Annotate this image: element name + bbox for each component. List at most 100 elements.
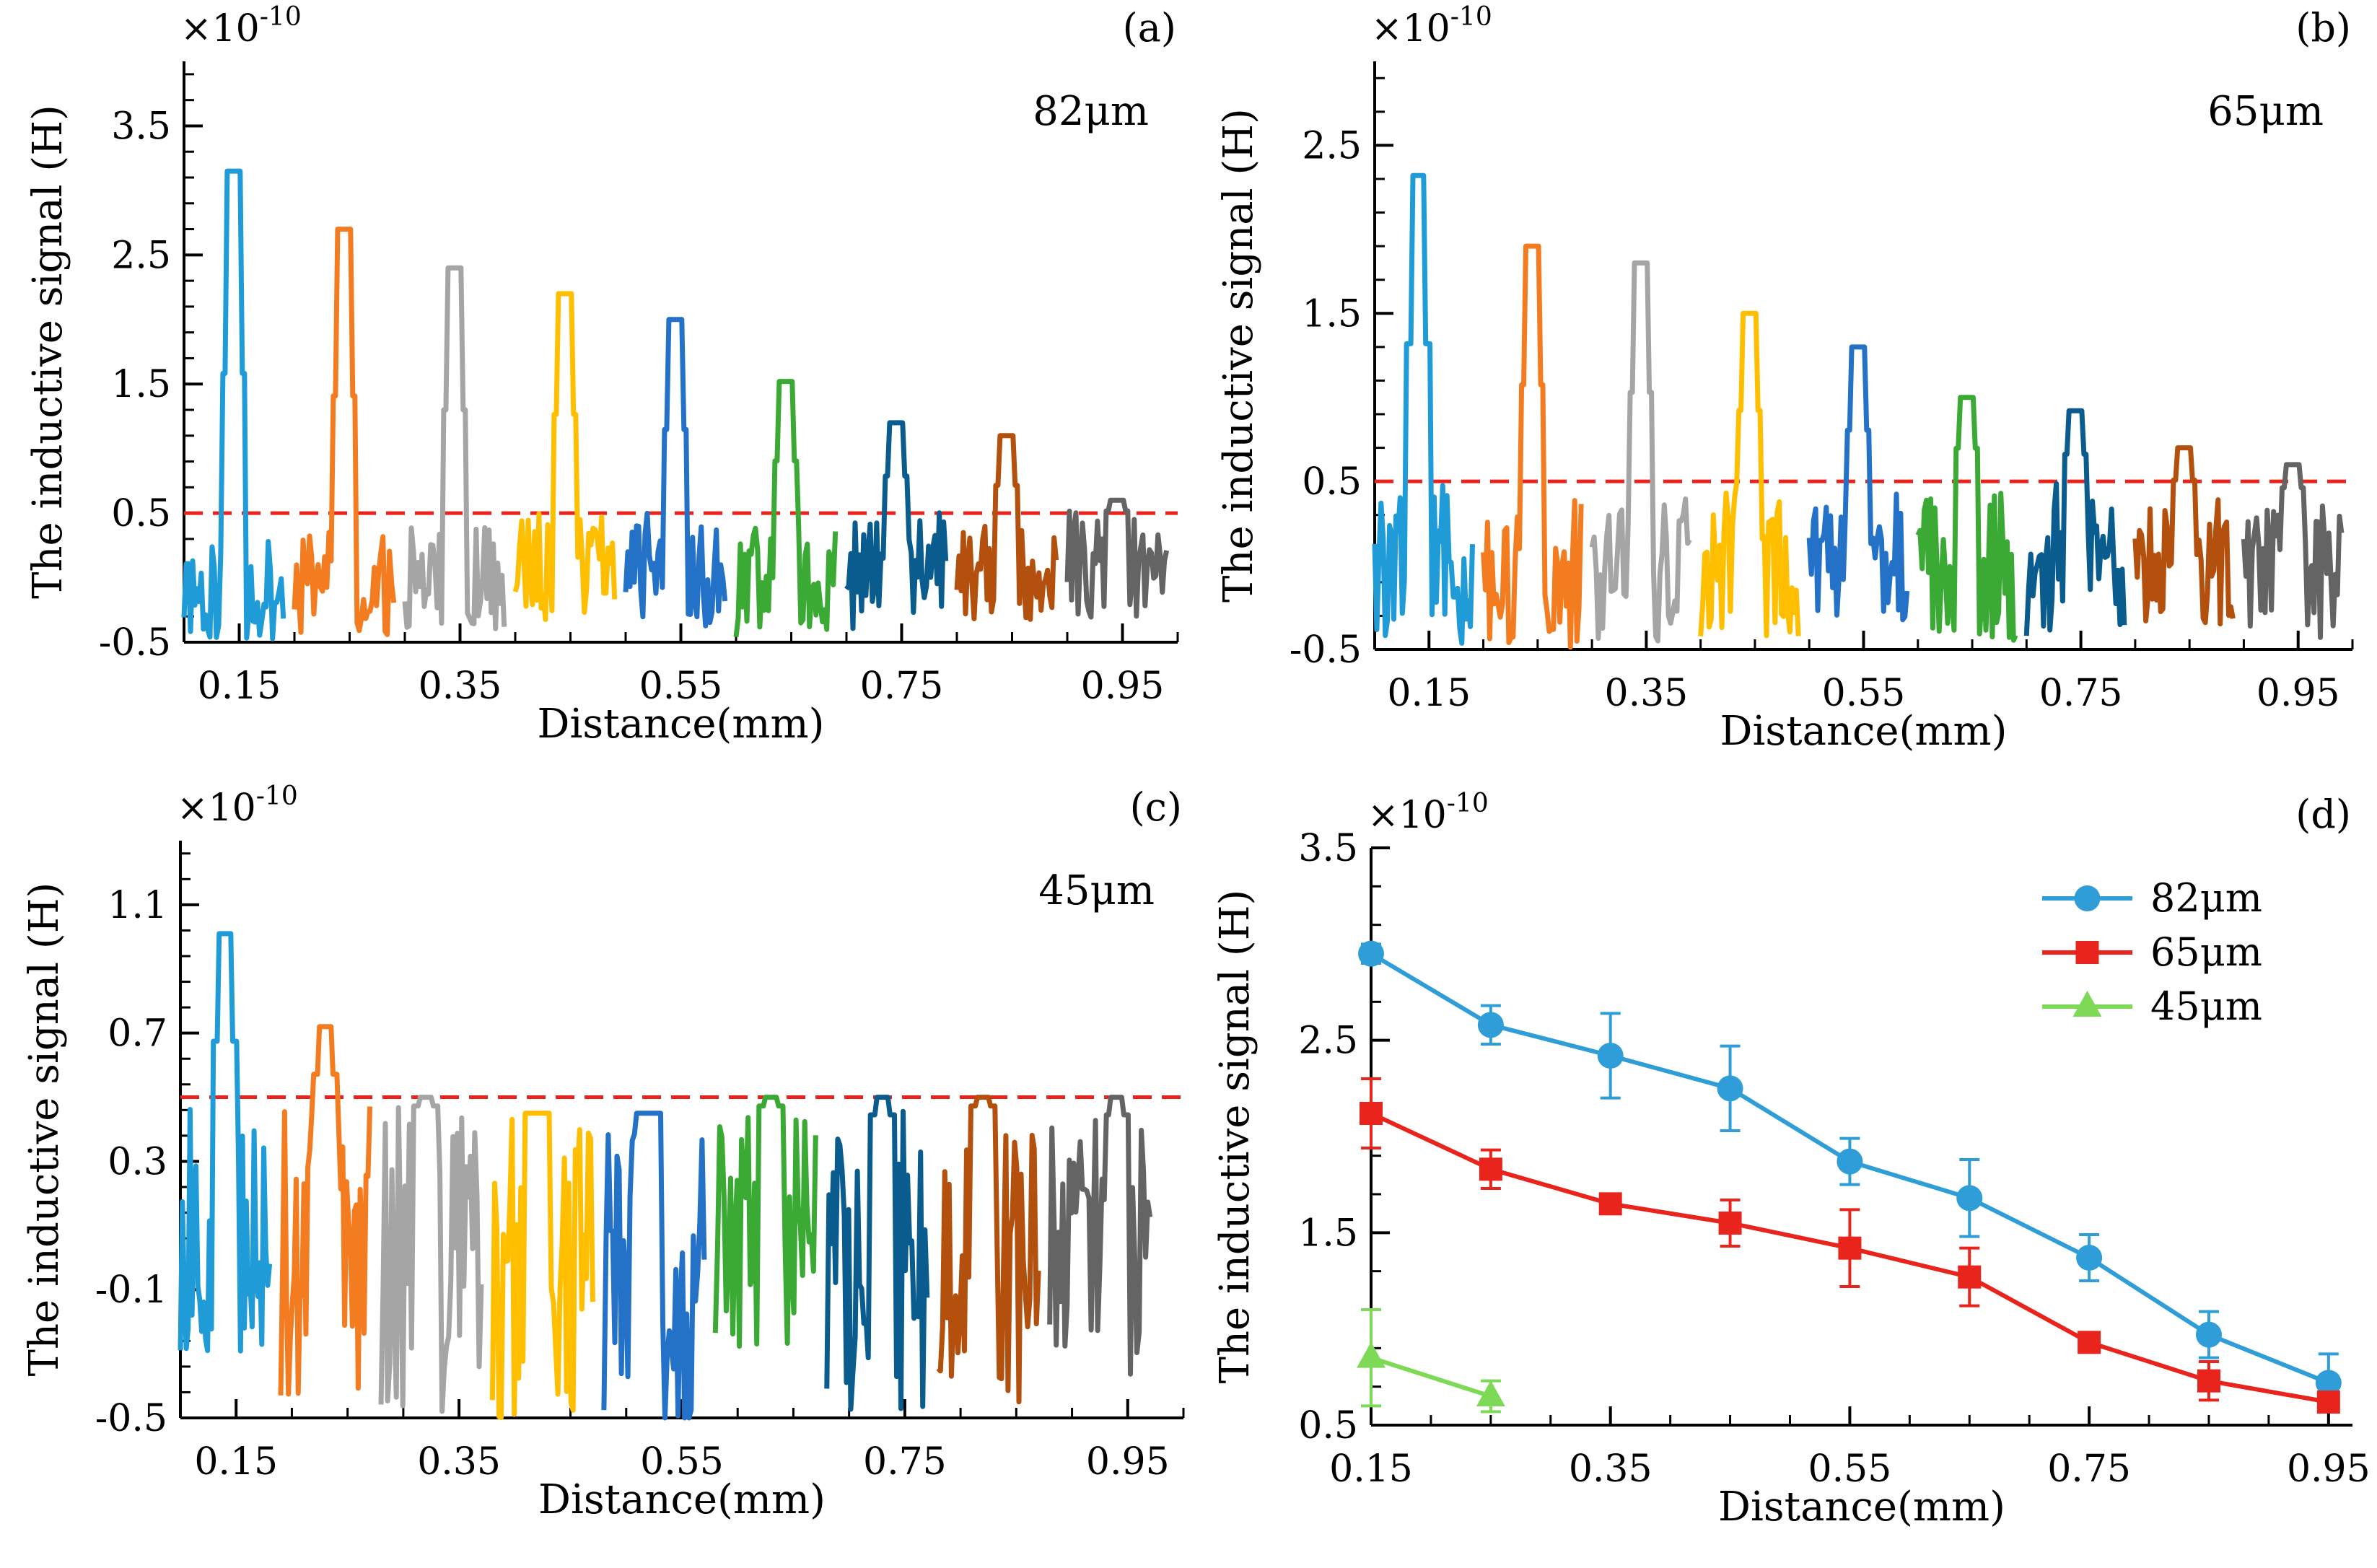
panel-label: (d) — [2295, 792, 2351, 837]
data-point — [2316, 1390, 2340, 1414]
signal-series-0.25 — [278, 1024, 373, 1397]
signal-series-0.55 — [1806, 344, 1910, 623]
x-tick-label: 0.95 — [1086, 1440, 1170, 1484]
multiplier-base: ×10 — [177, 787, 256, 830]
signal-series-0.35 — [1589, 260, 1692, 644]
y-tick-label: 1.1 — [108, 884, 167, 927]
signal-series-0.95 — [2241, 462, 2345, 640]
signal-series-0.15 — [181, 168, 286, 641]
x-tick-label: 0.95 — [2256, 672, 2340, 715]
y-tick-label: -0.5 — [99, 621, 171, 665]
series-line — [1370, 1355, 1492, 1398]
x-tick-label: 0.75 — [863, 1440, 947, 1484]
chart-panel-4: 0.15 0.35 0.55 0.75 0.95 0.5 1.5 2.5 3.5 Distance… — [1212, 789, 2371, 1530]
signal-series-0.25 — [292, 227, 397, 637]
data-point — [2315, 1370, 2342, 1396]
signal-series-0.15 — [178, 931, 273, 1354]
multiplier-base: ×10 — [1367, 794, 1447, 837]
y-tick-label: 2.5 — [1298, 1020, 1358, 1063]
y-tick-label: 1.5 — [1298, 1212, 1358, 1255]
signal-series-0.45 — [1698, 310, 1801, 639]
data-point — [1358, 940, 1384, 967]
y-tick-label: -0.5 — [95, 1397, 167, 1440]
legend-label: 65μm — [2150, 929, 2262, 975]
x-tick-label: 0.15 — [1387, 672, 1471, 715]
multiplier-exponent: -10 — [260, 2, 302, 32]
chart-panel-1: 0.15 0.35 0.55 0.75 0.95 -0.5 0.5 1.5 2.5 3.5 Dist… — [25, 2, 1179, 748]
y-tick-label: 2.5 — [111, 234, 171, 277]
multiplier-exponent: -10 — [1450, 2, 1492, 32]
data-point — [1838, 1236, 1862, 1260]
chart-panel-3: 0.15 0.35 0.55 0.75 0.95 -0.5 -0.1 0.3 0.7 1.1 Dis… — [21, 781, 1185, 1523]
data-point — [2195, 1321, 2222, 1348]
axis-multiplier: ×10-10 — [1371, 2, 1492, 51]
signal-series-0.75 — [824, 1095, 930, 1412]
signal-series-0.35 — [402, 265, 507, 631]
data-point — [1357, 1341, 1386, 1368]
panel-label: (a) — [1123, 5, 1176, 51]
y-tick-label: 1.5 — [111, 363, 171, 406]
legend-marker — [2075, 941, 2099, 964]
x-tick-label: 0.35 — [1604, 672, 1688, 715]
signal-series-0.45 — [512, 291, 618, 622]
legend-label: 45μm — [2150, 984, 2262, 1029]
signal-series-0.65 — [712, 1095, 818, 1349]
x-tick-label: 0.75 — [2047, 1447, 2131, 1491]
data-point — [1477, 1012, 1504, 1038]
series-45μm — [1357, 1308, 1505, 1414]
y-tick-label: 3.5 — [111, 105, 171, 148]
data-point — [1597, 1043, 1624, 1069]
x-axis-label: Distance(mm) — [1720, 708, 2008, 755]
signal-series-0.65 — [733, 379, 839, 638]
x-tick-label: 0.55 — [1808, 1447, 1892, 1491]
signal-series-0.25 — [1481, 243, 1584, 650]
signal-series-0.85 — [2132, 445, 2236, 627]
data-point — [1717, 1075, 1743, 1102]
legend-entry: 65μm — [2042, 929, 2262, 975]
x-tick-label: 0.75 — [860, 665, 944, 708]
y-tick-label: 0.7 — [108, 1012, 167, 1056]
y-tick-label: 0.5 — [111, 492, 171, 535]
axis-multiplier: ×10-10 — [180, 2, 302, 51]
y-tick-label: -0.1 — [95, 1269, 167, 1312]
legend-label: 82μm — [2150, 875, 2262, 921]
multiplier-exponent: -10 — [1447, 789, 1489, 818]
y-tick-label: 2.5 — [1302, 124, 1362, 167]
x-tick-label: 0.15 — [194, 1440, 278, 1484]
y-tick-label: 0.5 — [1298, 1404, 1358, 1447]
y-tick-label: 3.5 — [1298, 827, 1358, 870]
x-tick-label: 0.35 — [417, 1440, 501, 1484]
data-point — [2078, 1331, 2101, 1354]
series-65μm — [1360, 1077, 2340, 1414]
axis-multiplier: ×10-10 — [1367, 789, 1489, 837]
data-point — [1718, 1212, 1742, 1235]
multiplier-exponent: -10 — [256, 781, 298, 811]
panel-label: (b) — [2295, 5, 2351, 51]
data-point — [1360, 1102, 1383, 1125]
data-point — [2076, 1245, 2103, 1271]
y-tick-label: 0.3 — [108, 1140, 167, 1183]
signal-series-0.95 — [1047, 1095, 1153, 1377]
y-tick-label: 1.5 — [1302, 292, 1362, 336]
signal-series-0.55 — [601, 1111, 707, 1421]
data-point — [1479, 1157, 1502, 1181]
y-axis-label: The inductive signal (H) — [1212, 890, 1258, 1384]
data-point — [2197, 1369, 2220, 1393]
signal-series-0.75 — [2023, 408, 2127, 636]
legend-entry: 82μm — [2042, 875, 2262, 921]
signal-series-0.75 — [844, 420, 949, 631]
panel-label: (c) — [1130, 784, 1182, 830]
x-tick-label: 0.75 — [2039, 672, 2123, 715]
data-point — [1956, 1185, 1983, 1212]
x-tick-label: 0.55 — [1822, 672, 1906, 715]
y-axis-label: The inductive signal (H) — [21, 882, 68, 1377]
signal-series-0.85 — [936, 1095, 1041, 1405]
legend-marker — [2072, 991, 2102, 1017]
size-annotation: 45μm — [1038, 867, 1155, 914]
signal-series-0.65 — [1915, 395, 2018, 643]
y-tick-label: 0.5 — [1302, 460, 1362, 504]
data-point — [1598, 1192, 1622, 1216]
signal-series-0.55 — [623, 317, 728, 628]
x-tick-label: 0.15 — [1329, 1447, 1413, 1491]
